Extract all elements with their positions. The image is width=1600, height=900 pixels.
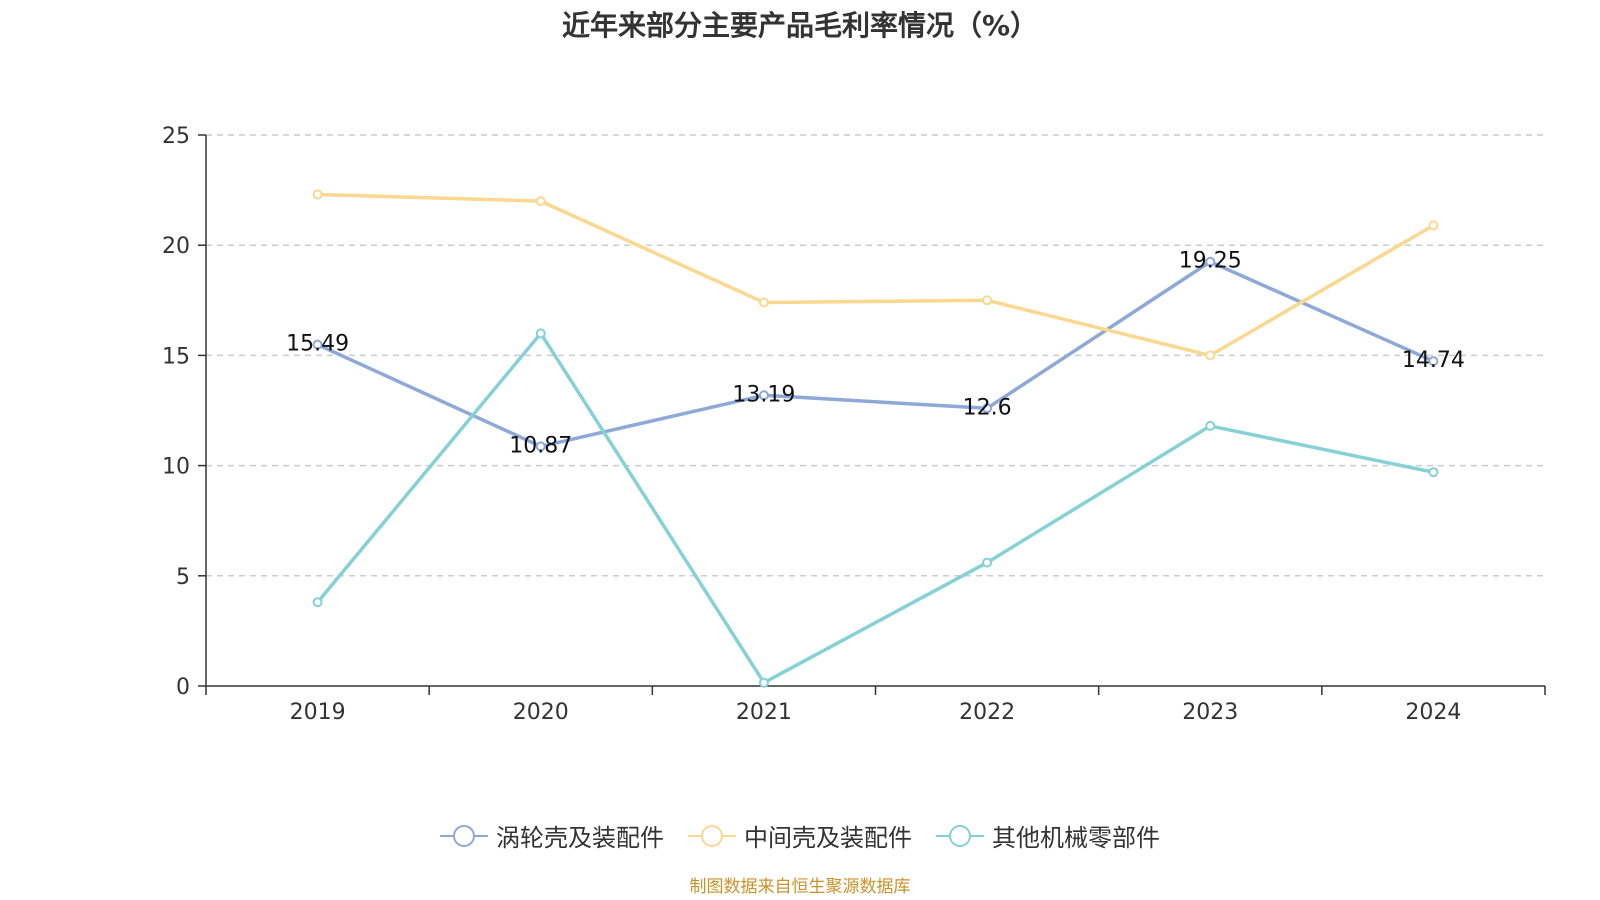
- legend-label: 其他机械零部件: [992, 824, 1160, 852]
- y-tick-label: 25: [162, 124, 190, 149]
- series-line-2: [317, 192, 1435, 358]
- data-point: [982, 403, 993, 414]
- data-point: [1428, 467, 1439, 478]
- data-label: 10.87: [509, 433, 572, 458]
- x-tick-label: 2024: [1405, 700, 1461, 725]
- legend-item-turbine-housing[interactable]: 涡轮壳及装配件: [440, 818, 664, 853]
- legend-swatch-icon: [440, 824, 488, 847]
- y-tick-label: 0: [176, 675, 190, 700]
- series-line-3: [316, 331, 1434, 685]
- legend-swatch-icon: [688, 824, 736, 847]
- legend-label: 中间壳及装配件: [744, 824, 912, 852]
- x-tick-label: 2020: [513, 700, 569, 725]
- x-tick-label: 2021: [736, 700, 792, 725]
- data-point: [982, 295, 993, 306]
- legend-item-other-parts[interactable]: 其他机械零部件: [936, 818, 1160, 853]
- y-tick-label: 10: [162, 455, 190, 480]
- data-label: 19.25: [1179, 249, 1242, 274]
- legend-swatch-icon: [936, 824, 984, 847]
- legend: 涡轮壳及装配件 中间壳及装配件 其他机械零部件: [0, 818, 1600, 853]
- x-tick-label: 2022: [959, 700, 1015, 725]
- data-point: [1428, 356, 1439, 367]
- source-note: 制图数据来自恒生聚源数据库: [689, 877, 911, 897]
- x-tick-label: 2019: [290, 700, 346, 725]
- data-point: [982, 557, 993, 568]
- series-lines: [312, 189, 1439, 688]
- data-point: [535, 441, 546, 452]
- y-tick-label: 15: [162, 344, 190, 369]
- data-point: [758, 297, 769, 308]
- data-point: [758, 390, 769, 401]
- data-label: 12.6: [963, 395, 1012, 420]
- data-point: [1205, 420, 1216, 431]
- series-line-1: [316, 259, 1435, 449]
- data-point: [758, 677, 769, 688]
- data-label: 14.74: [1402, 348, 1465, 373]
- axes: 0 5 10 15 20 25 2019 2020 2021 2022 2023 2024: [162, 124, 1546, 725]
- x-tick-label: 2023: [1182, 700, 1238, 725]
- data-labels: 15.49 10.87 13.19 12.6 19.25 14.74: [286, 249, 1465, 459]
- data-point: [1205, 350, 1216, 361]
- data-point: [1428, 220, 1439, 231]
- data-point: [535, 196, 546, 207]
- legend-item-center-housing[interactable]: 中间壳及装配件: [688, 818, 912, 853]
- y-tick-label: 20: [162, 234, 190, 259]
- legend-label: 涡轮壳及装配件: [496, 824, 664, 852]
- data-point: [312, 189, 323, 200]
- data-point: [1205, 256, 1216, 267]
- chart-title: 近年来部分主要产品毛利率情况（%）: [561, 9, 1039, 42]
- data-point: [535, 328, 546, 339]
- data-label: 15.49: [286, 332, 349, 357]
- data-label: 13.19: [732, 382, 795, 407]
- y-tick-label: 5: [176, 565, 190, 590]
- data-point: [312, 597, 323, 608]
- grid-lines: [206, 134, 1545, 577]
- data-point: [312, 339, 323, 350]
